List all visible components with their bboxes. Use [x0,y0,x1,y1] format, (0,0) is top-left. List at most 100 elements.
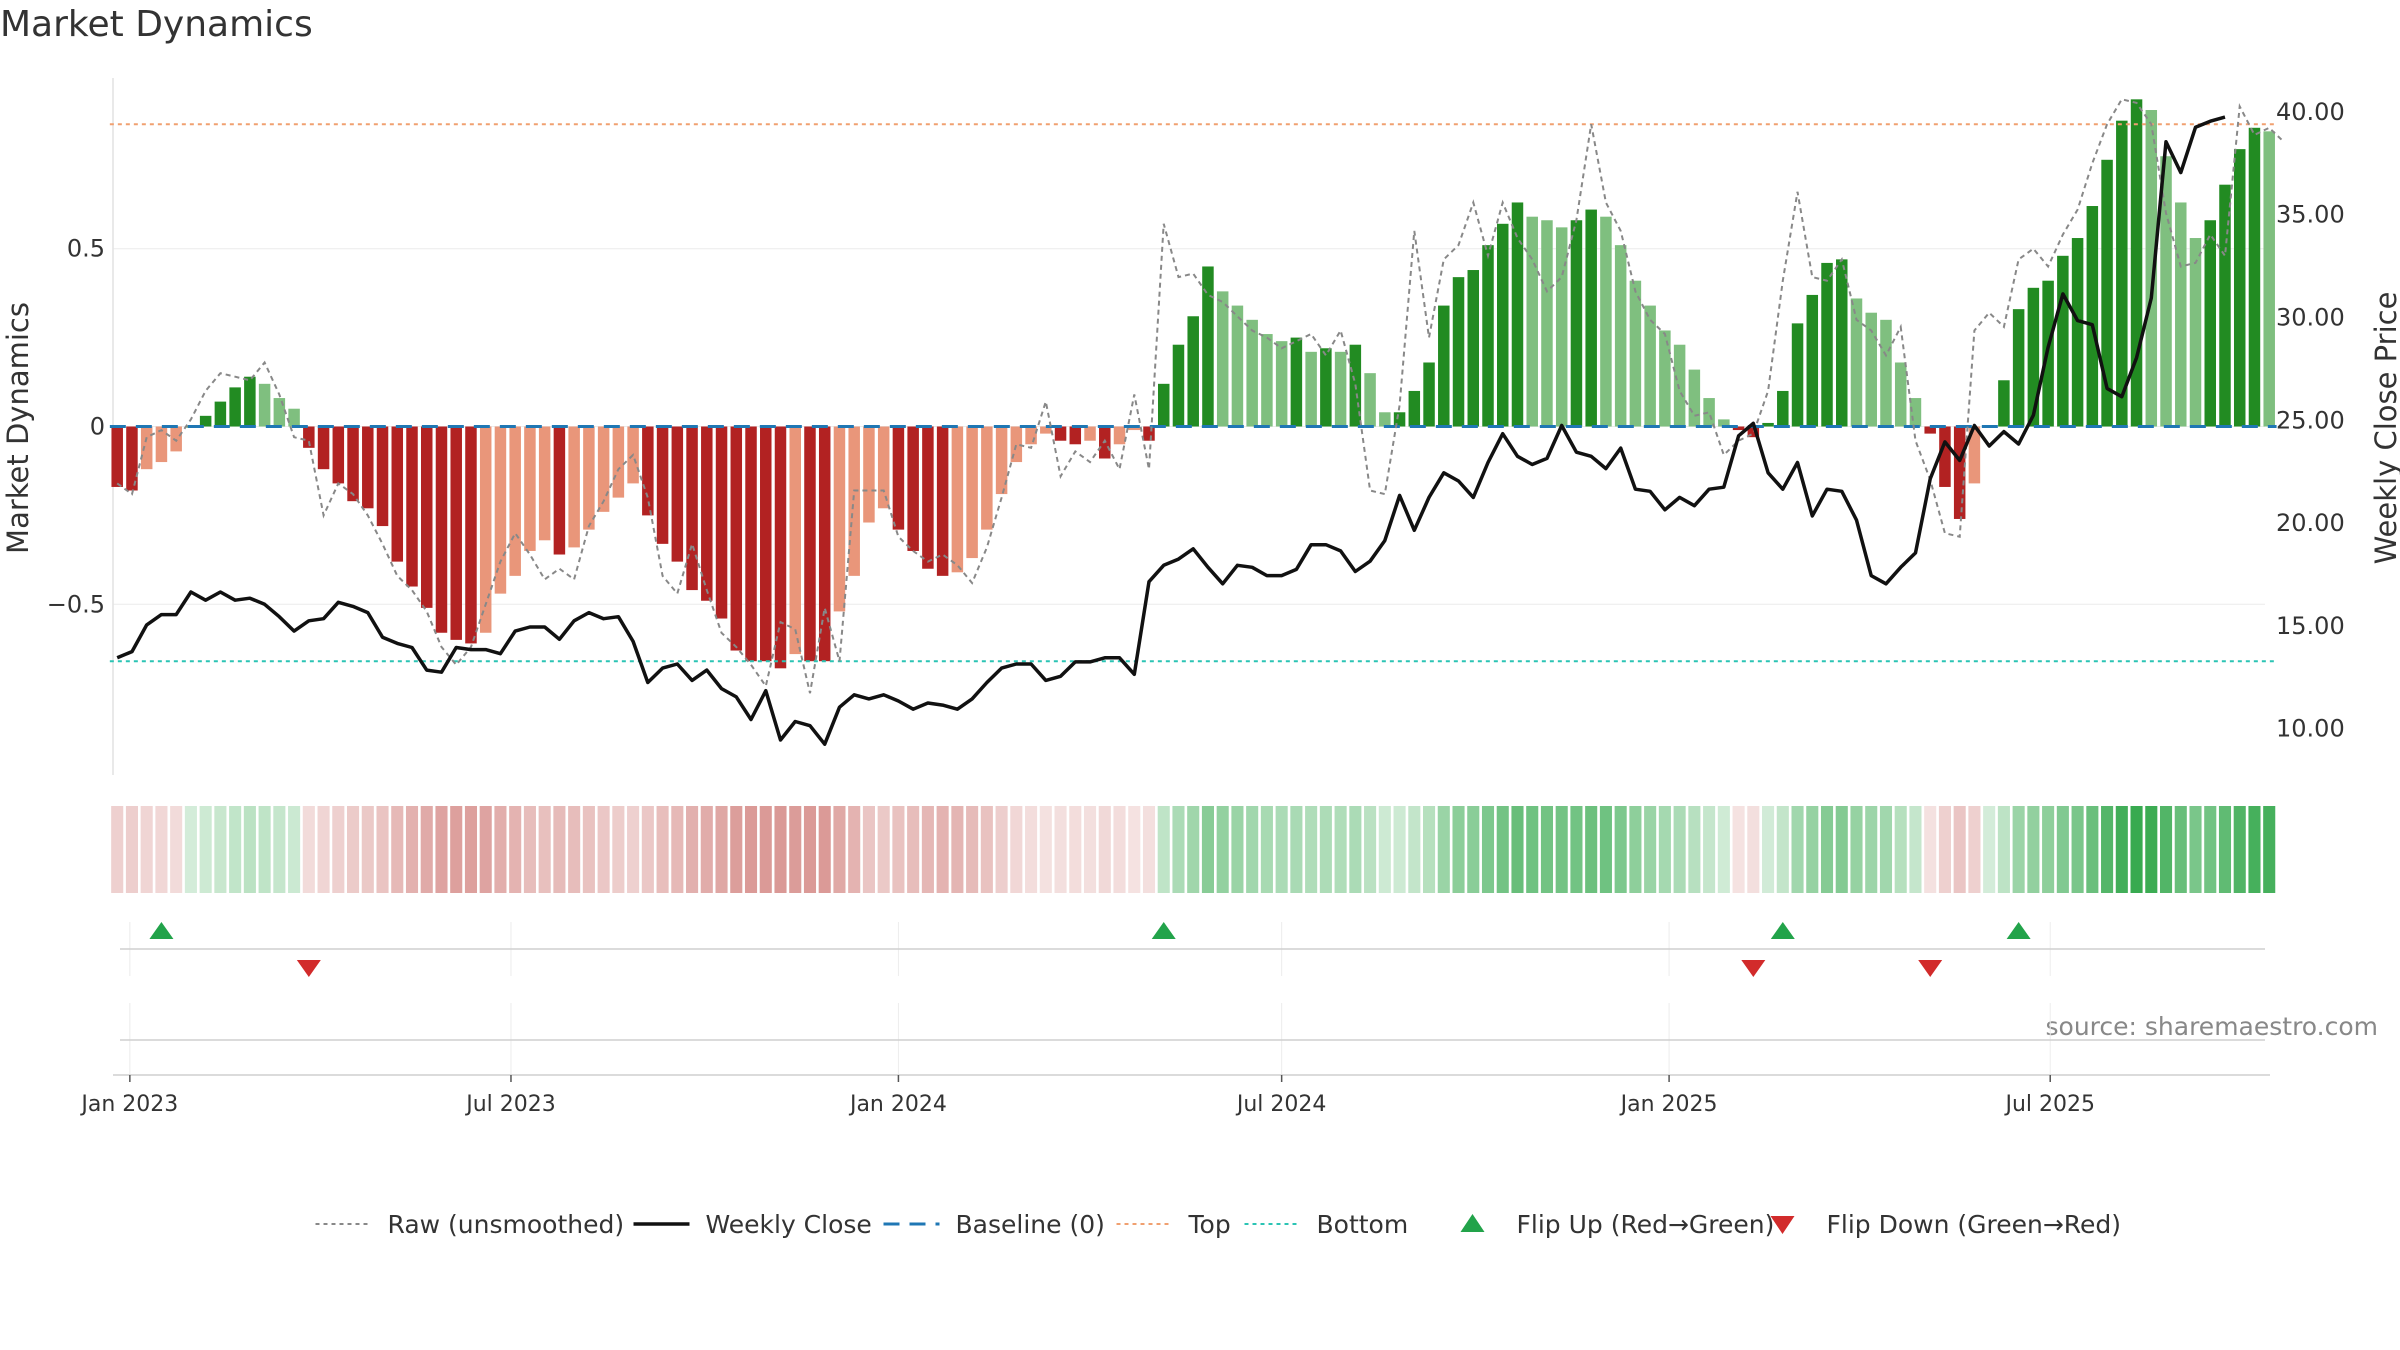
momentum-bar [981,426,993,530]
momentum-bar [1231,305,1244,427]
momentum-bar [465,426,477,644]
momentum-bar [2027,287,2040,427]
momentum-bar [1187,316,1199,427]
heat-cell [1983,806,1996,893]
heat-cell [376,806,389,893]
right-tick-label: 35.00 [2276,201,2345,229]
momentum-bar [362,426,374,509]
momentum-bar [1467,270,1480,427]
right-tick-label: 40.00 [2276,98,2345,126]
source-note: source: sharemaestro.com [2045,1012,2379,1041]
momentum-bar [715,426,728,619]
heat-cell [1275,806,1288,893]
momentum-bar [1040,426,1052,434]
heat-cell [1452,806,1465,893]
heat-cell [405,806,419,893]
momentum-bar [1747,426,1760,438]
left-axis: 0.5 0 −0.5 Market Dynamics [1,235,105,619]
momentum-bar [2012,309,2025,427]
legend-label: Flip Down (Green→Red) [1827,1210,2122,1239]
heat-cell [730,806,743,893]
heat-cell [1172,806,1185,893]
date-tick-label: Jan 2025 [1619,1092,1718,1117]
legend-swatch [1460,1214,1485,1232]
heat-cell [818,806,831,893]
heat-cell [1968,806,1981,893]
momentum-bar [1614,245,1627,427]
heat-cell [214,806,227,893]
heat-cell [243,806,256,893]
momentum-bar [701,426,713,601]
momentum-bar [2189,238,2202,427]
right-axis-title: Weekly Close Price [2369,292,2400,565]
heat-cell [774,806,787,893]
heat-cell [1305,806,1318,893]
momentum-bar [1246,319,1258,427]
momentum-bar [1732,426,1745,431]
heat-cell [435,806,448,893]
heat-cell [2027,806,2040,893]
heat-cell [744,806,758,893]
momentum-bar [1393,412,1406,427]
momentum-bar [140,426,153,470]
momentum-bar [833,426,846,612]
momentum-bar [966,426,978,559]
heat-cell [2159,806,2173,893]
heat-cell [1570,806,1583,893]
momentum-bar [818,426,831,662]
momentum-bar [435,426,448,633]
momentum-bar [1570,220,1583,427]
momentum-bar [1216,291,1229,427]
momentum-bar [155,426,168,463]
momentum-bar [671,426,684,562]
momentum-bar [1364,373,1376,427]
momentum-bar [1555,227,1568,427]
heat-cell [907,806,920,893]
heat-cell [1157,806,1170,893]
heat-cell [892,806,905,893]
date-tick-label: Jul 2023 [464,1092,556,1117]
heat-cell [759,806,772,893]
momentum-bar [1526,216,1538,427]
heat-cell [2130,806,2143,893]
momentum-bar [317,426,330,470]
momentum-bar [1644,305,1656,427]
legend-item: Top [1116,1210,1231,1239]
momentum-bar [686,426,698,591]
momentum-bar [1423,362,1435,427]
heat-cell [1349,806,1362,893]
heat-cell [1835,806,1848,893]
legend-item: Bottom [1244,1210,1408,1239]
momentum-bar [760,426,772,662]
momentum-bar [450,426,462,640]
momentum-bar [214,401,227,427]
legend-item: Raw (unsmoothed) [315,1210,624,1239]
heat-cell [2056,806,2069,893]
heat-cell [2145,806,2158,893]
heat-cell [1762,806,1775,893]
momentum-bar [656,426,669,544]
heat-cell [1614,806,1627,893]
momentum-bar [1261,334,1273,427]
heat-cell [184,806,197,893]
heat-cell [1555,806,1568,893]
left-tick-label: 0 [90,413,105,441]
momentum-bar [1172,344,1185,427]
bottom-panel [113,1003,2270,1076]
momentum-bar [1511,202,1524,427]
heat-cell [1025,806,1038,893]
momentum-bar [1673,344,1686,427]
momentum-bar [538,426,551,541]
flip-up-marker [1151,922,1176,939]
left-axis-title: Market Dynamics [1,302,35,554]
momentum-bar [1541,220,1553,427]
momentum-bar [1703,398,1715,427]
heat-cell [1850,806,1863,893]
heat-cell [1938,806,1951,893]
heat-cell [111,806,124,893]
momentum-bar [2071,238,2084,427]
momentum-bar [1880,319,1892,427]
momentum-bar [303,426,315,448]
date-tick-label: Jan 2024 [848,1092,947,1117]
momentum-bar [1334,351,1347,427]
